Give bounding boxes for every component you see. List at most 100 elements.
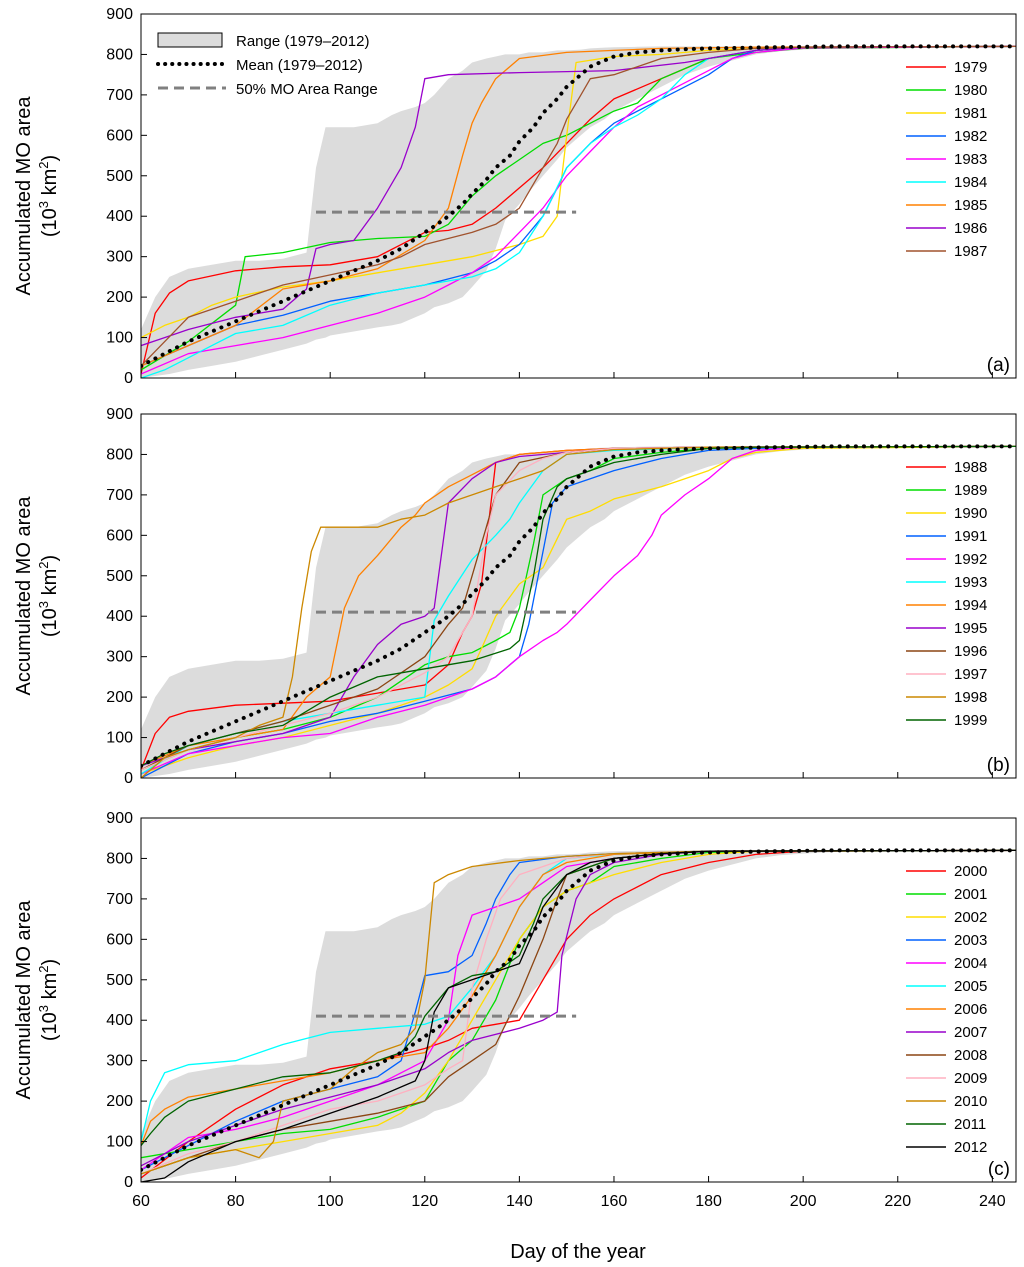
y-axis-unit-part: km — [39, 569, 61, 601]
legend-label-1997: 1997 — [954, 666, 987, 683]
series-line-1987 — [141, 45, 1016, 367]
y-axis-title: Accumulated MO area — [13, 900, 35, 1100]
y-tick-label: 900 — [106, 6, 133, 23]
y-tick-label: 400 — [106, 208, 133, 225]
year-legend: 1979 1980 1981 1982 1983 1984 1985 1986 1987 — [906, 59, 987, 260]
legend-label-1988: 1988 — [954, 459, 987, 476]
mean-line — [141, 44, 1016, 368]
x-tick-label: 160 — [601, 1193, 628, 1210]
legend-label-1998: 1998 — [954, 689, 987, 706]
y-axis-unit-part: km — [39, 169, 61, 201]
y-axis-unit-part: (10 — [39, 208, 61, 237]
legend-label-2008: 2008 — [954, 1047, 987, 1064]
x-tick-label: 180 — [695, 1193, 722, 1210]
legend-label-2004: 2004 — [954, 955, 987, 972]
panel-frame — [140, 13, 1017, 379]
legend-range-swatch — [157, 32, 223, 48]
plot-area — [141, 444, 1016, 778]
series-line-1999 — [141, 445, 1016, 767]
series-line-1989 — [141, 445, 1016, 771]
legend-label-1995: 1995 — [954, 620, 987, 637]
y-tick-label: 200 — [106, 689, 133, 706]
x-tick-label: 60 — [132, 1193, 150, 1210]
legend-label-1981: 1981 — [954, 105, 987, 122]
y-tick-label: 300 — [106, 249, 133, 266]
legend-label-1994: 1994 — [954, 597, 987, 614]
panel-frame — [140, 817, 1017, 1183]
panel-frame — [140, 413, 1017, 779]
y-axis-unit-part: 3 — [36, 601, 51, 608]
legend-label-1993: 1993 — [954, 574, 987, 591]
y-tick-label: 700 — [106, 87, 133, 104]
y-tick-label: 0 — [124, 370, 133, 387]
legend-label-2001: 2001 — [954, 886, 987, 903]
y-tick-label: 100 — [106, 1134, 133, 1151]
y-axis-unit-part: 3 — [36, 1005, 51, 1012]
series-line-2010 — [141, 849, 1016, 1175]
x-tick-label: 80 — [227, 1193, 245, 1210]
series-line-2011 — [141, 849, 1016, 1147]
y-axis-title: Accumulated MO area — [13, 96, 35, 296]
y-tick-label: 600 — [106, 527, 133, 544]
legend-label-1980: 1980 — [954, 82, 987, 99]
x-tick-label: 100 — [317, 1193, 344, 1210]
legend-label-2000: 2000 — [954, 863, 987, 880]
series-line-2002 — [141, 849, 1016, 1175]
y-axis-unit-part: km — [39, 973, 61, 1005]
y-axis-unit: (103 km2) — [36, 555, 61, 637]
series-line-1998 — [141, 445, 1016, 778]
y-tick-label: 600 — [106, 931, 133, 948]
legend-label-1986: 1986 — [954, 220, 987, 237]
series-line-2001 — [141, 849, 1016, 1159]
y-tick-label: 900 — [106, 406, 133, 423]
legend-label-1992: 1992 — [954, 551, 987, 568]
series-line-1990 — [141, 445, 1016, 775]
series-line-2009 — [141, 849, 1016, 1175]
y-tick-label: 500 — [106, 568, 133, 585]
plot-area — [141, 848, 1016, 1182]
series-line-1985 — [141, 45, 1016, 367]
x-tick-label: 240 — [979, 1193, 1006, 1210]
y-axis-unit-part: (10 — [39, 608, 61, 637]
legend-label-1987: 1987 — [954, 243, 987, 260]
series-line-1997 — [141, 445, 1016, 771]
y-tick-label: 300 — [106, 649, 133, 666]
series-line-1992 — [141, 445, 1016, 775]
y-tick-label: 700 — [106, 487, 133, 504]
legend-label-2011: 2011 — [954, 1116, 986, 1133]
series-line-1991 — [141, 445, 1016, 778]
y-tick-label: 600 — [106, 127, 133, 144]
y-tick-label: 800 — [106, 850, 133, 867]
top-legend-label-range: Range (1979–2012) — [236, 33, 369, 50]
y-axis-title: Accumulated MO area — [13, 496, 35, 696]
series-line-2000 — [141, 849, 1016, 1179]
y-axis-unit: (103 km2) — [36, 959, 61, 1041]
legend-label-2012: 2012 — [954, 1139, 987, 1156]
series-line-2012 — [141, 849, 1016, 1182]
y-tick-label: 700 — [106, 891, 133, 908]
y-tick-label: 200 — [106, 1093, 133, 1110]
range-band — [141, 46, 1016, 378]
legend-label-1982: 1982 — [954, 128, 987, 145]
y-axis-unit: (103 km2) — [36, 155, 61, 237]
y-tick-label: 100 — [106, 330, 133, 347]
legend-label-2009: 2009 — [954, 1070, 987, 1087]
panel-2: 0 100 200 300 400 500 600 700 800 900 Accumulated … — [13, 406, 1017, 787]
top-legend: Range (1979–2012) Mean (1979–2012) 50% MO … — [156, 32, 378, 98]
x-tick-label: 120 — [411, 1193, 438, 1210]
y-tick-label: 400 — [106, 608, 133, 625]
legend-label-1984: 1984 — [954, 174, 987, 191]
y-axis-unit-part: 2 — [36, 966, 51, 973]
plot-area — [141, 44, 1016, 378]
y-tick-label: 500 — [106, 168, 133, 185]
series-line-1983 — [141, 45, 1016, 375]
mean-line — [141, 848, 1016, 1172]
x-axis-title: Day of the year — [510, 1241, 646, 1263]
legend-label-2007: 2007 — [954, 1024, 987, 1041]
y-tick-label: 400 — [106, 1012, 133, 1029]
y-tick-label: 0 — [124, 770, 133, 787]
top-legend-label-mean: Mean (1979–2012) — [236, 57, 363, 74]
y-axis-unit-part: ) — [39, 555, 61, 562]
y-tick-label: 300 — [106, 1053, 133, 1070]
